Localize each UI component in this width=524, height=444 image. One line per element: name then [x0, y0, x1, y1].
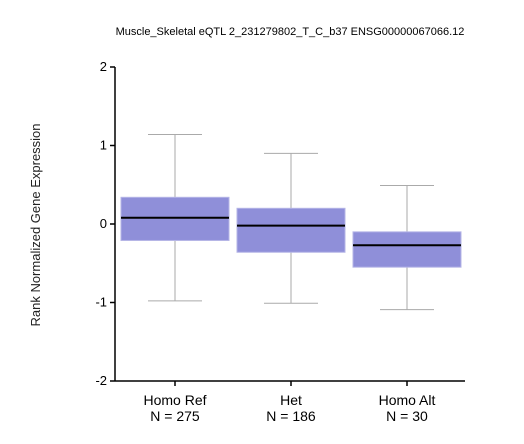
y-tick-label: -1: [95, 295, 107, 310]
x-category-label: Homo Alt: [379, 392, 436, 408]
y-tick-label: -2: [95, 373, 107, 388]
x-category-label: Homo Ref: [143, 392, 206, 408]
y-tick-label: 2: [100, 59, 107, 74]
y-axis-label: Rank Normalized Gene Expression: [28, 123, 43, 326]
chart-title: Muscle_Skeletal eQTL 2_231279802_T_C_b37…: [116, 26, 465, 38]
box-iqr: [236, 207, 346, 253]
box-iqr: [120, 196, 230, 241]
x-category-count: N = 186: [266, 408, 316, 424]
x-category-count: N = 275: [150, 408, 200, 424]
y-tick-label: 0: [100, 216, 107, 231]
x-category-label: Het: [280, 392, 302, 408]
box-iqr: [352, 231, 462, 268]
y-tick-label: 1: [100, 138, 107, 153]
x-category-count: N = 30: [386, 408, 428, 424]
